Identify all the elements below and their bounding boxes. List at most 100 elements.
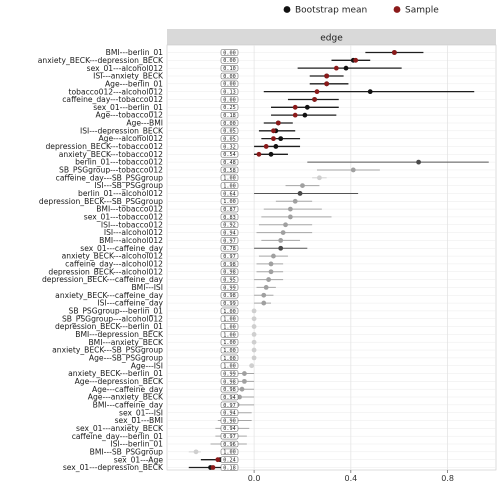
prop-value: 0.13 [223, 90, 236, 96]
prop-box [220, 57, 239, 64]
prop-value: 1.00 [223, 324, 236, 330]
sample-point [312, 97, 317, 102]
prop-box [220, 166, 239, 174]
prop-box [220, 174, 239, 181]
prop-box [220, 127, 239, 134]
edge-label: SB_PSGgroup---tobacco012 [59, 166, 163, 175]
prop-box [220, 456, 239, 463]
edge-label: BMI---tobacco012 [96, 205, 163, 214]
prop-value: 1.00 [223, 176, 236, 182]
edge-label: Age---caffeine_day [92, 385, 164, 394]
prop-box [220, 401, 239, 409]
bootstrap-mean-point [300, 183, 305, 189]
edge-label: ISI---depression_BECK [80, 126, 164, 135]
edge-label: sex_01---ISI [119, 408, 163, 417]
sample-point [271, 128, 276, 134]
edge-label: anxiety_BECK---caffeine_day [55, 291, 163, 300]
bootstrap-mean-point [416, 159, 421, 165]
x-tick-label: 0.4 [344, 474, 357, 483]
prop-value: 0.94 [223, 395, 236, 401]
bootstrap-mean-point [343, 65, 349, 71]
prop-value: 0.99 [223, 301, 236, 307]
sample-point [210, 465, 216, 470]
bootstrap-mean-point [287, 214, 293, 220]
sample-point [333, 65, 339, 71]
prop-value: 0.94 [223, 426, 236, 432]
prop-box [220, 268, 239, 275]
bootstrap-mean-point [268, 269, 274, 275]
bootstrap-mean-point [273, 144, 279, 149]
prop-value: 0.00 [223, 50, 236, 56]
prop-value: 1.00 [223, 450, 236, 456]
edge-label: caffeine_day---berlin_01 [72, 432, 163, 441]
edge-label: sex_01---alcohol012 [87, 64, 163, 73]
prop-box [220, 425, 239, 432]
prop-value: 0.97 [223, 434, 236, 440]
edge-label: Age---depression_BECK [75, 377, 164, 386]
prop-box [220, 260, 239, 268]
legend: Bootstrap mean Sample [283, 6, 439, 16]
edge-label: sex_01---Age [114, 455, 164, 464]
prop-box [220, 362, 239, 369]
edge-label: anxiety_BECK---SB_PSGgroup [52, 346, 163, 355]
prop-box [220, 386, 239, 393]
prop-box [220, 292, 239, 299]
prop-box [220, 331, 239, 338]
bootstrap-mean-point [251, 347, 257, 353]
prop-box [220, 158, 239, 166]
bootstrap-mean-point [251, 324, 257, 329]
edge-label: anxiety_BECK---tobacco012 [59, 150, 163, 159]
bootstrap-mean-point [251, 308, 257, 314]
edge-label: BMI---caffeine_day [93, 400, 164, 409]
edge-label: Age---alcohol012 [98, 134, 163, 143]
prop-value: 0.00 [223, 74, 236, 80]
prop-box [220, 49, 239, 56]
legend-marker [283, 6, 291, 13]
prop-value: 0.10 [223, 66, 236, 72]
prop-value: 0.05 [223, 129, 236, 135]
prop-box [220, 346, 239, 354]
bootstrap-mean-point [251, 355, 257, 361]
prop-box [220, 307, 239, 315]
prop-value: 0.24 [223, 458, 236, 464]
sample-point [353, 57, 359, 63]
edge-label: caffeine_day---tobacco012 [62, 95, 163, 104]
bootstrap-mean-point [283, 222, 288, 228]
edge-label: sex_01---BMI [115, 416, 163, 425]
bootstrap-mean-point [292, 198, 298, 204]
bootstrap-mean-point [278, 245, 284, 251]
prop-box [220, 378, 239, 385]
prop-value: 0.98 [223, 262, 236, 268]
bootstrap-mean-point [287, 206, 293, 212]
edge-label: sex_01---depression_BECK [63, 463, 164, 472]
edge-label: depression_BECK---alcohol012 [48, 267, 163, 276]
prop-box [220, 284, 239, 291]
prop-value: 0.00 [223, 97, 236, 103]
prop-value: 0.97 [223, 254, 236, 260]
bootstrap-mean-point [266, 277, 272, 282]
prop-value: 0.00 [223, 121, 236, 127]
prop-box [220, 464, 239, 471]
prop-box [220, 104, 239, 111]
bootstrap-mean-point [350, 167, 356, 173]
prop-value: 0.97 [223, 403, 236, 409]
edge-label: Age---BMI [126, 119, 163, 128]
bootstrap-mean-point [263, 285, 269, 290]
sample-point [391, 50, 397, 55]
bootstrap-mean-point [367, 89, 373, 95]
edge-label: caffeine_day---alcohol012 [65, 260, 163, 269]
edge-label: BMI---depression_BECK [75, 330, 164, 339]
sample-point [215, 457, 221, 463]
prop-box [220, 276, 239, 283]
prop-box [220, 198, 239, 205]
prop-box [220, 323, 239, 330]
edge-rows: BMI---berlin_01 0.00 anxiety_BECK---depres… [38, 48, 489, 472]
prop-box [220, 213, 239, 221]
bootstrap-mean-point [268, 261, 274, 267]
prop-value: 1.00 [223, 317, 236, 323]
sample-point [292, 112, 298, 118]
bootstrap-mean-point [249, 363, 255, 369]
edge-label: sex_01---tobacco012 [84, 213, 163, 222]
prop-box [220, 440, 239, 448]
edge-label: SB_PSGgroup---alcohol012 [62, 314, 163, 323]
